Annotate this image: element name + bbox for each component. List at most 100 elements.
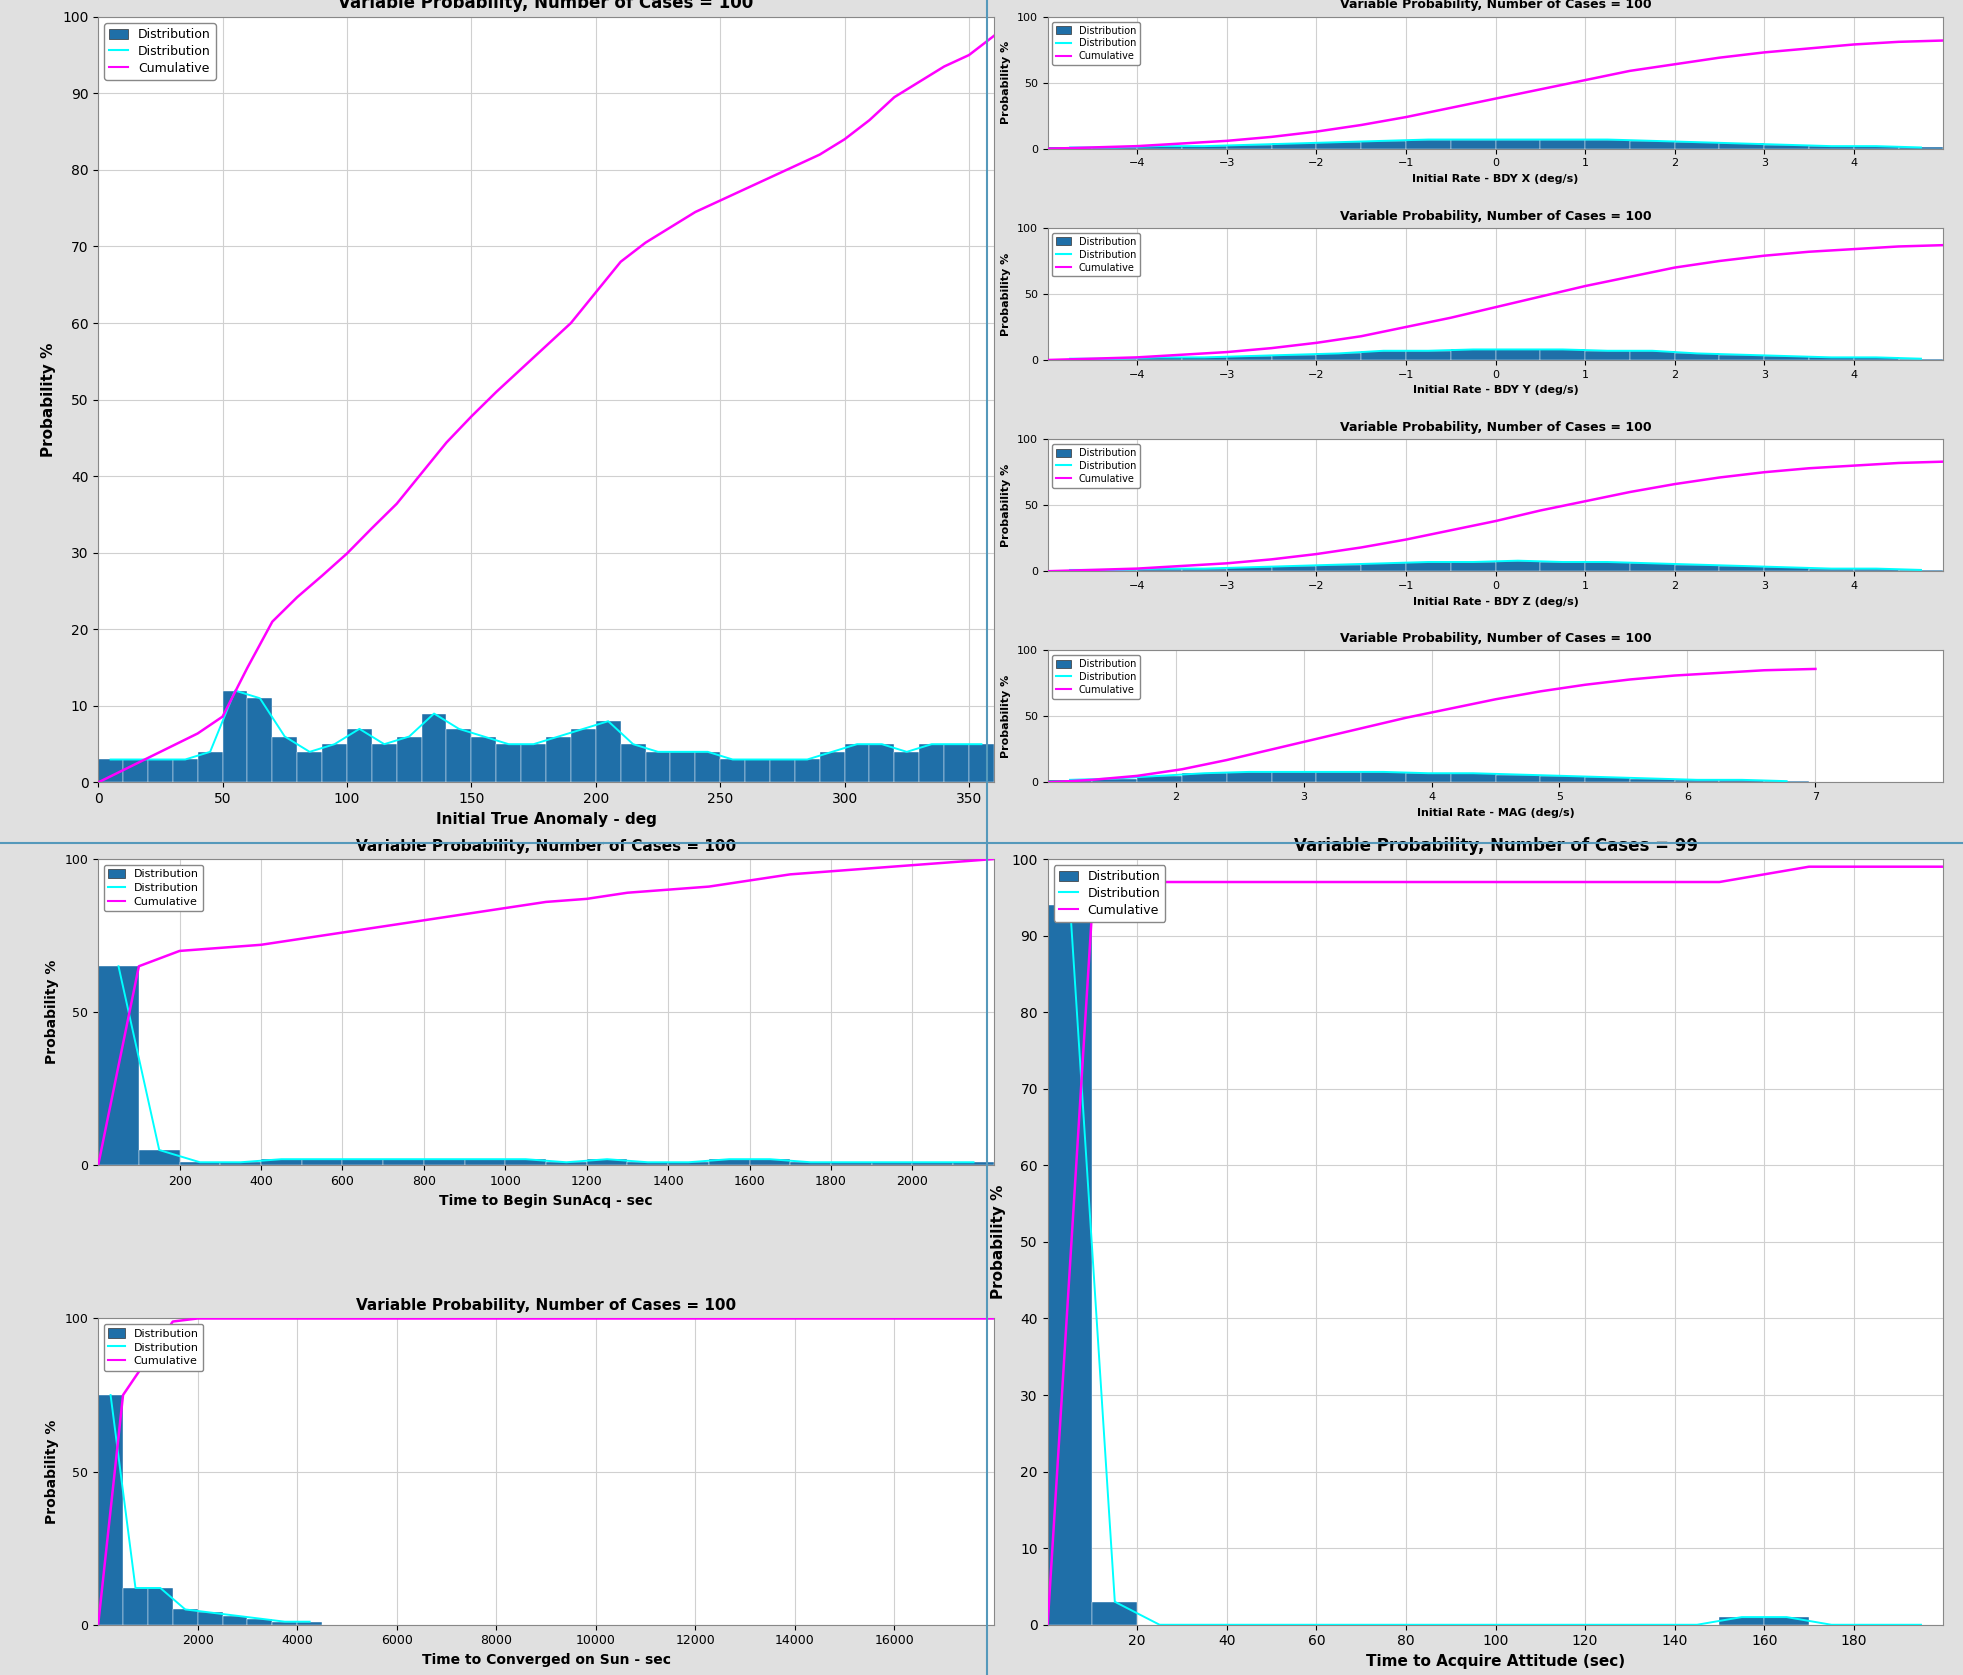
Bar [1048, 905, 1093, 1625]
Bar [1720, 1616, 1765, 1625]
Bar [347, 729, 371, 782]
Bar [746, 759, 769, 782]
Bar [1720, 781, 1765, 782]
Title: Variable Probability, Number of Cases = 100: Variable Probability, Number of Cases = … [1339, 631, 1651, 645]
Legend: Distribution, Distribution, Cumulative: Distribution, Distribution, Cumulative [1052, 233, 1141, 276]
Bar [750, 1159, 791, 1166]
Bar [302, 1159, 342, 1166]
X-axis label: Initial Rate - BDY Y (deg/s): Initial Rate - BDY Y (deg/s) [1413, 385, 1578, 395]
Legend: Distribution, Distribution, Cumulative: Distribution, Distribution, Cumulative [1052, 444, 1141, 487]
Bar [1182, 146, 1227, 149]
Y-axis label: Probability %: Probability % [1001, 253, 1011, 335]
Bar [1451, 774, 1496, 782]
Bar [1629, 350, 1674, 360]
Legend: Distribution, Distribution, Cumulative: Distribution, Distribution, Cumulative [104, 23, 216, 79]
Bar [1360, 350, 1406, 360]
Bar [1810, 568, 1853, 571]
Bar [695, 752, 720, 782]
Title: Variable Probability, Number of Cases = 99: Variable Probability, Number of Cases = … [1294, 838, 1698, 854]
Bar [465, 1159, 504, 1166]
Bar [1182, 568, 1227, 571]
Bar [1674, 142, 1720, 149]
Bar [1541, 350, 1584, 360]
Bar [667, 1162, 709, 1166]
X-axis label: Initial Rate - MAG (deg/s): Initial Rate - MAG (deg/s) [1417, 807, 1574, 817]
Bar [1496, 350, 1541, 360]
Bar [273, 1621, 296, 1625]
X-axis label: Time to Acquire Attitude (sec): Time to Acquire Attitude (sec) [1366, 1653, 1625, 1668]
Bar [571, 729, 597, 782]
Bar [1182, 774, 1227, 782]
Bar [1048, 781, 1093, 782]
Bar [587, 1159, 628, 1166]
Bar [1853, 568, 1898, 571]
Bar [1451, 139, 1496, 149]
Bar [872, 1162, 913, 1166]
Y-axis label: Probability %: Probability % [45, 960, 59, 1064]
Title: Variable Probability, Number of Cases = 100: Variable Probability, Number of Cases = … [355, 839, 736, 854]
Bar [1674, 353, 1720, 360]
Bar [791, 1162, 830, 1166]
Bar [1317, 142, 1360, 149]
Bar [1227, 144, 1272, 149]
Bar [830, 1162, 872, 1166]
X-axis label: Initial Rate - BDY X (deg/s): Initial Rate - BDY X (deg/s) [1411, 174, 1578, 184]
Bar [322, 744, 347, 782]
Y-axis label: Probability %: Probability % [41, 342, 57, 457]
Bar [1360, 141, 1406, 149]
Bar [1093, 779, 1137, 782]
Bar [1406, 350, 1451, 360]
Bar [1406, 774, 1451, 782]
Bar [296, 752, 322, 782]
Bar [147, 1588, 173, 1625]
Bar [646, 752, 671, 782]
Bar [913, 1162, 954, 1166]
Bar [124, 1588, 147, 1625]
Legend: Distribution, Distribution, Cumulative: Distribution, Distribution, Cumulative [104, 1323, 202, 1370]
Bar [497, 744, 520, 782]
Bar [1853, 146, 1898, 149]
Bar [424, 1159, 465, 1166]
Bar [1496, 139, 1541, 149]
Bar [844, 744, 870, 782]
Title: Variable Probability, Number of Cases = 100: Variable Probability, Number of Cases = … [1339, 420, 1651, 434]
Bar [1272, 566, 1317, 571]
Bar [422, 714, 446, 782]
Bar [1272, 355, 1317, 360]
Bar [247, 698, 273, 782]
Bar [1360, 772, 1406, 782]
Bar [173, 1610, 198, 1625]
Bar [954, 1162, 993, 1166]
Bar [870, 744, 895, 782]
Bar [198, 752, 222, 782]
Bar [383, 1159, 424, 1166]
Bar [520, 744, 546, 782]
Bar [919, 744, 944, 782]
Bar [1451, 563, 1496, 571]
Bar [1272, 144, 1317, 149]
Bar [1272, 772, 1317, 782]
Bar [620, 744, 646, 782]
Y-axis label: Probability %: Probability % [45, 1419, 59, 1524]
Bar [1496, 561, 1541, 571]
Bar [397, 737, 422, 782]
Bar [1584, 139, 1629, 149]
Bar [1451, 350, 1496, 360]
X-axis label: Time to Converged on Sun - sec: Time to Converged on Sun - sec [422, 1653, 671, 1667]
Bar [1227, 357, 1272, 360]
Bar [1720, 355, 1765, 360]
Bar [1584, 350, 1629, 360]
Bar [1137, 146, 1182, 149]
Bar [1317, 564, 1360, 571]
Bar [1629, 563, 1674, 571]
Legend: Distribution, Distribution, Cumulative: Distribution, Distribution, Cumulative [1052, 655, 1141, 698]
Legend: Distribution, Distribution, Cumulative: Distribution, Distribution, Cumulative [104, 864, 202, 911]
Bar [1629, 141, 1674, 149]
Bar [139, 1151, 179, 1166]
Bar [1137, 776, 1182, 782]
Bar [1720, 144, 1765, 149]
Bar [1720, 566, 1765, 571]
Bar [1137, 357, 1182, 360]
Bar [173, 759, 198, 782]
Bar [970, 744, 993, 782]
